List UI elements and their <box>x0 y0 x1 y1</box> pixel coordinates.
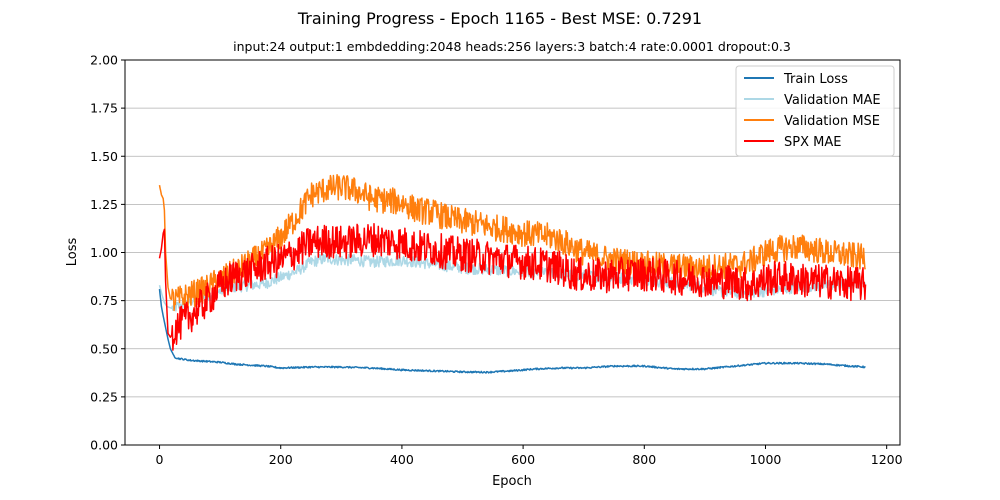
series-train-loss <box>158 289 866 374</box>
x-tick-label: 400 <box>390 452 414 467</box>
y-tick-label: 0.00 <box>90 438 118 453</box>
series-validation-mse <box>158 173 867 312</box>
legend: Train Loss Validation MAE Validation MSE… <box>735 65 895 157</box>
x-tick-label: 200 <box>269 452 293 467</box>
chart-subtitle: input:24 output:1 embdedding:2048 heads:… <box>233 39 791 54</box>
legend-box <box>735 65 895 157</box>
x-axis-label: Epoch <box>492 474 532 489</box>
x-tick-label: 0 <box>156 452 164 467</box>
y-tick-label: 0.50 <box>90 341 118 356</box>
legend-label-validation-mse: Validation MSE <box>784 114 880 129</box>
y-tick-label: 0.25 <box>90 389 118 404</box>
y-tick-label: 1.50 <box>90 149 118 164</box>
y-tick-label: 1.75 <box>90 101 118 116</box>
y-tick-label: 1.25 <box>90 197 118 212</box>
x-tick-label: 1200 <box>871 452 903 467</box>
legend-label-validation-mae: Validation MAE <box>784 93 881 108</box>
y-axis-label: Loss <box>65 238 80 267</box>
y-tick-label: 2.00 <box>90 53 118 68</box>
x-tick-label: 800 <box>632 452 656 467</box>
x-tick-label: 600 <box>511 452 535 467</box>
chart-title: Training Progress - Epoch 1165 - Best MS… <box>297 9 702 28</box>
y-tick-label: 1.00 <box>90 245 118 260</box>
legend-label-train-loss: Train Loss <box>783 72 848 87</box>
series-layer <box>158 173 867 374</box>
y-tick-label: 0.75 <box>90 293 118 308</box>
x-axis: 0 200 400 600 800 1000 1200 <box>156 445 903 467</box>
y-axis: 0.00 0.25 0.50 0.75 1.00 1.25 1.50 1.75 2.00 <box>90 53 125 453</box>
series-spx-mae <box>158 222 867 351</box>
x-tick-label: 1000 <box>750 452 782 467</box>
legend-label-spx-mae: SPX MAE <box>784 135 841 150</box>
